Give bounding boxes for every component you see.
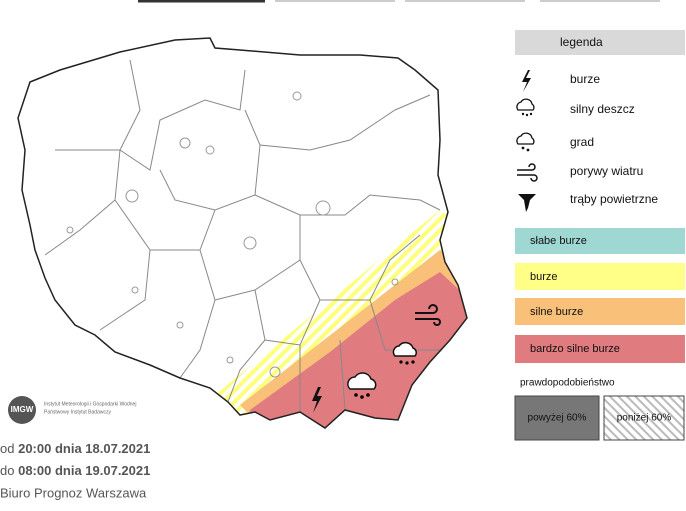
to-date: 08:00 dnia 19.07.2021 <box>18 463 150 478</box>
office: Biuro Prognoz Warszawa <box>0 485 147 500</box>
svg-text:do 08:00 dnia 19.07.2021: do 08:00 dnia 19.07.2021 <box>0 463 150 478</box>
logo-line: Instytut Meteorologii i Gospodarki Wodne… <box>44 401 136 407</box>
level-label: słabe burze <box>530 235 587 247</box>
to-prefix: do <box>0 463 14 478</box>
borders <box>44 59 441 412</box>
probability-above: powyżej 60% <box>528 413 587 424</box>
from-prefix: od <box>0 441 14 456</box>
legend-item: burze <box>570 72 600 86</box>
legend-icons <box>516 70 538 212</box>
level-label: bardzo silne burze <box>530 343 620 355</box>
zone-burze <box>215 210 467 420</box>
legend-item: grad <box>570 135 594 149</box>
legend-item: trąby powietrzne <box>570 192 658 206</box>
level-label: silne burze <box>530 306 583 318</box>
legend-title: legenda <box>560 35 603 49</box>
legend-item: porywy wiatru <box>570 164 643 178</box>
logo-line: Państwowy Instytut Badawczy <box>44 409 111 415</box>
footer: od 20:00 dnia 18.07.2021 do 08:00 dnia 1… <box>0 441 150 500</box>
map <box>44 59 467 428</box>
svg-text:od 20:00 dnia 18.07.2021: od 20:00 dnia 18.07.2021 <box>0 441 150 456</box>
from-date: 20:00 dnia 18.07.2021 <box>18 441 150 456</box>
map-icons <box>312 304 441 413</box>
logo: IMGW Instytut Meteorologii i Gospodarki … <box>8 396 136 424</box>
cities <box>66 91 399 378</box>
probability-below: poniżej 60% <box>617 413 672 424</box>
logo-abbr: IMGW <box>11 405 34 414</box>
probability-title: prawdopodobieństwo <box>520 378 615 389</box>
legend: legenda burze silny deszcz grad porywy w… <box>514 30 685 441</box>
level-label: burze <box>530 271 558 283</box>
legend-item: silny deszcz <box>570 102 635 116</box>
